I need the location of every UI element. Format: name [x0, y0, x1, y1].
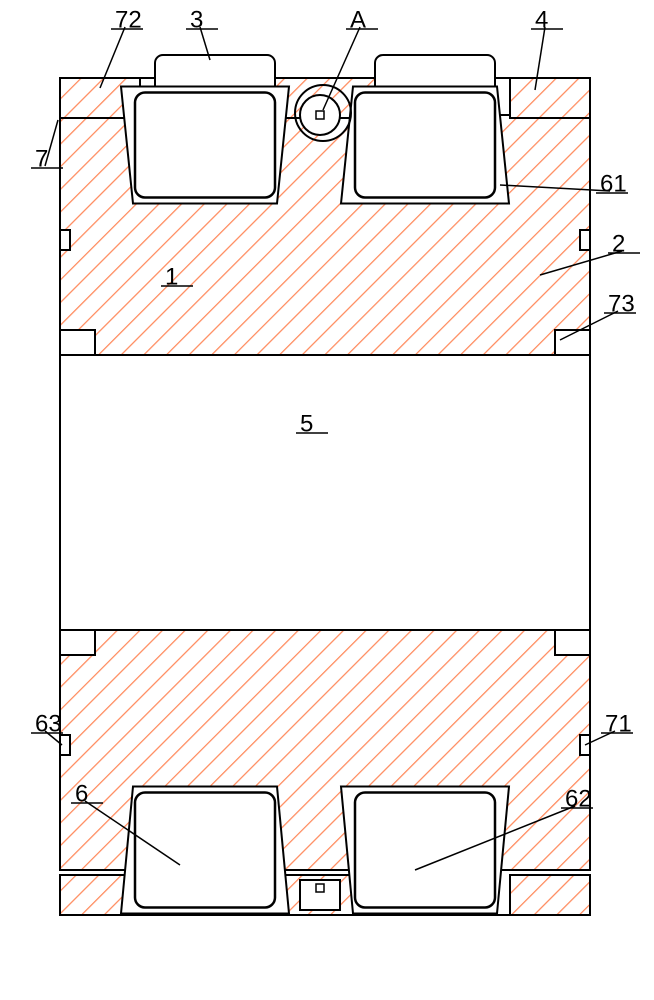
roller-lower_right	[355, 793, 495, 908]
roller-lower_left	[135, 793, 275, 908]
label-A: A	[350, 6, 366, 33]
notch	[60, 330, 95, 355]
label-63: 63	[35, 710, 62, 737]
label-2: 2	[612, 230, 625, 257]
label-4: 4	[535, 6, 548, 33]
outer-ring-seg-lower_right	[510, 875, 590, 915]
label-3: 3	[190, 6, 203, 33]
label-61: 61	[600, 170, 627, 197]
roller-upper_left	[135, 93, 275, 198]
label-71: 71	[605, 710, 632, 737]
bearing-diagram: 723A4716127356371662	[0, 0, 654, 1000]
notch	[60, 230, 70, 250]
label-1: 1	[165, 263, 178, 290]
center-spacer-upper	[300, 95, 340, 135]
label-6: 6	[75, 780, 88, 807]
label-73: 73	[608, 290, 635, 317]
outer-ring-seg-upper_right	[510, 78, 590, 118]
label-72: 72	[115, 6, 142, 33]
notch	[580, 230, 590, 250]
label-7: 7	[35, 145, 48, 172]
label-5: 5	[300, 410, 313, 437]
roller-upper_right	[355, 93, 495, 198]
label-62: 62	[565, 785, 592, 812]
notch	[60, 630, 95, 655]
notch	[555, 630, 590, 655]
